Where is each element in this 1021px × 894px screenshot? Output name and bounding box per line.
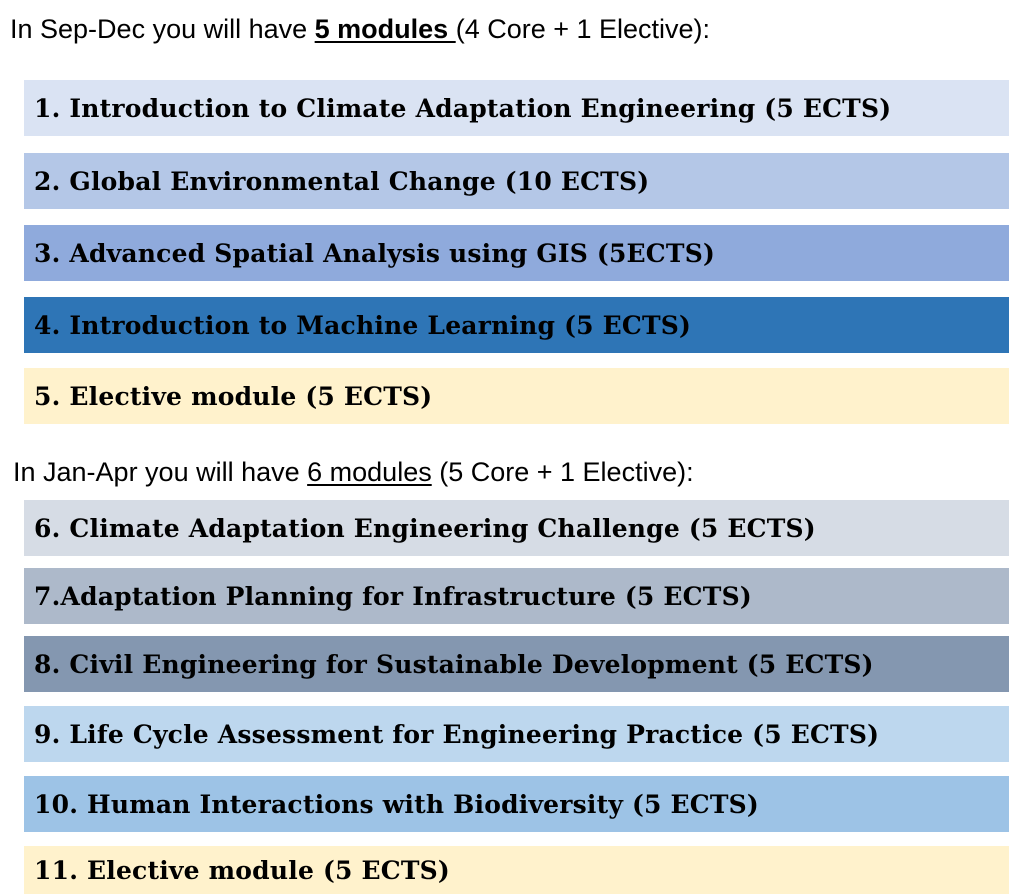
term1-intro-suffix: (4 Core + 1 Elective): [455,14,711,44]
module-label: 4. Introduction to Machine Learning (5 E… [34,310,692,340]
module-label: 1. Introduction to Climate Adaptation En… [34,93,892,123]
module-label: 11. Elective module (5 ECTS) [34,855,450,885]
module-label: 2. Global Environmental Change (10 ECTS) [34,166,650,196]
term2-intro-suffix: (5 Core + 1 Elective): [431,457,694,487]
term1-module-count: 5 modules [314,14,456,44]
module-bar: 7.Adaptation Planning for Infrastructure… [24,568,1009,624]
module-bar: 1. Introduction to Climate Adaptation En… [24,80,1009,136]
module-bar: 8. Civil Engineering for Sustainable Dev… [24,636,1009,692]
module-label: 6. Climate Adaptation Engineering Challe… [34,513,816,543]
module-label: 5. Elective module (5 ECTS) [34,381,433,411]
term1-intro: In Sep-Dec you will have 5 modules (4 Co… [10,12,710,46]
module-bar: 9. Life Cycle Assessment for Engineering… [24,706,1009,762]
module-label: 10. Human Interactions with Biodiversity… [34,789,759,819]
module-label: 3. Advanced Spatial Analysis using GIS (… [34,238,715,268]
module-label: 7.Adaptation Planning for Infrastructure… [34,581,752,611]
module-bar: 3. Advanced Spatial Analysis using GIS (… [24,225,1009,281]
term2-intro-prefix: In Jan-Apr you will have [13,457,308,487]
module-bar: 4. Introduction to Machine Learning (5 E… [24,297,1009,353]
term2-module-count: 6 modules [307,457,432,487]
module-label: 8. Civil Engineering for Sustainable Dev… [34,649,874,679]
module-bar: 5. Elective module (5 ECTS) [24,368,1009,424]
module-bar: 10. Human Interactions with Biodiversity… [24,776,1009,832]
term2-intro: In Jan-Apr you will have 6 modules (5 Co… [13,455,694,489]
term1-intro-prefix: In Sep-Dec you will have [10,14,315,44]
module-label: 9. Life Cycle Assessment for Engineering… [34,719,880,749]
module-bar: 11. Elective module (5 ECTS) [24,846,1009,894]
module-bar: 2. Global Environmental Change (10 ECTS) [24,153,1009,209]
module-bar: 6. Climate Adaptation Engineering Challe… [24,500,1009,556]
